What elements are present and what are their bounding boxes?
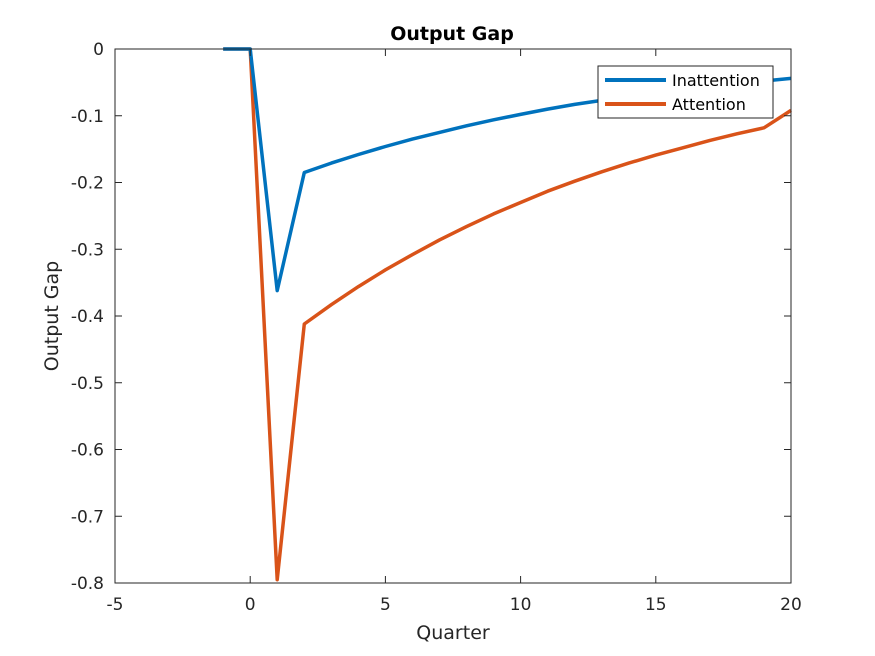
x-tick-label: 0 [245,595,256,615]
legend-box [597,65,774,119]
legend-label-inattention: Inattention [672,71,760,90]
y-tick-label: -0.6 [71,441,104,461]
y-tick-label: -0.5 [71,374,104,394]
x-tick-label: 20 [780,595,802,615]
plot-area [115,49,791,583]
x-axis-label: Quarter [416,622,490,644]
y-axis: -0.8 -0.7 -0.6 -0.5 -0.4 -0.3 -0.2 -0.1 0 [71,40,791,594]
chart-title: Output Gap [390,23,514,45]
legend-label-attention: Attention [672,95,746,114]
x-tick-label: 15 [645,595,667,615]
x-tick-label: 10 [510,595,532,615]
x-axis: -5 0 5 10 15 20 [107,49,802,615]
x-tick-label: 5 [380,595,391,615]
y-axis-label: Output Gap [41,261,63,371]
y-tick-label: 0 [93,40,104,60]
series-line-attention [223,47,792,582]
x-tick-label: -5 [107,595,124,615]
y-tick-label: -0.3 [71,240,104,260]
y-tick-label: -0.7 [71,507,104,527]
y-tick-label: -0.2 [71,174,104,194]
y-tick-label: -0.4 [71,307,104,327]
y-tick-label: -0.8 [71,574,104,594]
legend: Inattention Attention [597,65,774,119]
y-tick-label: -0.1 [71,107,104,127]
